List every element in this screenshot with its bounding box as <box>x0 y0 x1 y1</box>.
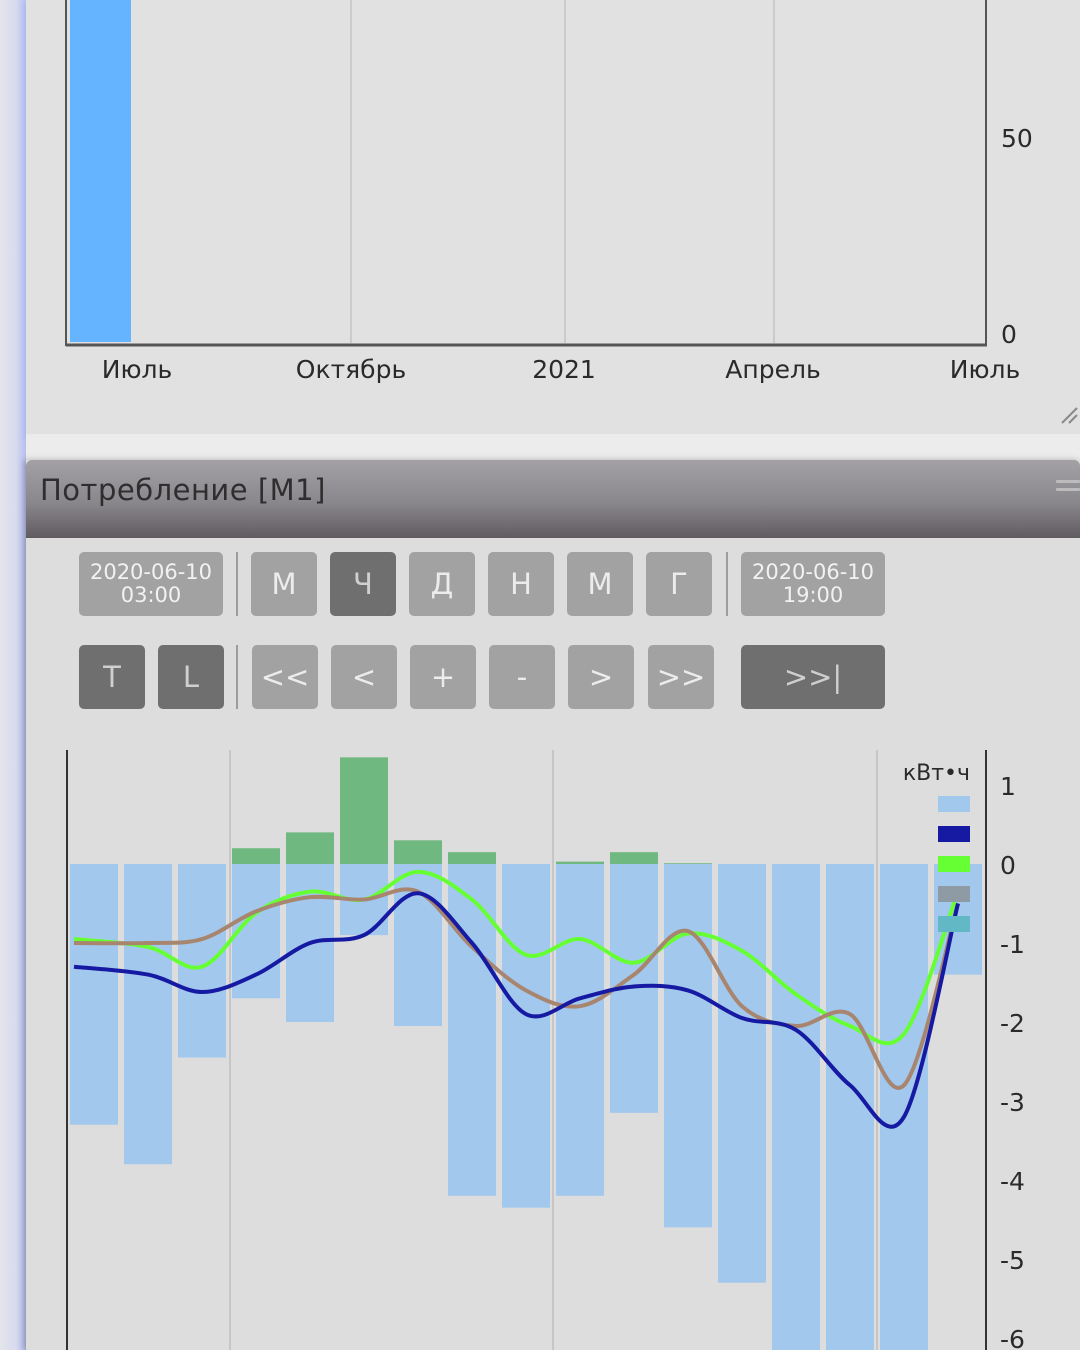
consumption-bar <box>448 864 496 1196</box>
start-time-label: 03:00 <box>120 583 182 607</box>
resize-grip-icon[interactable] <box>1060 406 1078 424</box>
unit-label: кВт•ч <box>903 761 970 786</box>
last-button[interactable]: >> <box>648 645 714 709</box>
consumption-bar <box>178 864 226 1058</box>
mode-t-button[interactable]: T <box>79 645 145 709</box>
mode-l-button[interactable]: L <box>158 645 224 709</box>
legend-swatch <box>938 856 970 872</box>
series-line <box>73 891 960 1129</box>
series-line <box>73 869 960 1046</box>
consumption-panel: Потребление [М1] 2020-06-10 03:00 М Ч Д … <box>26 460 1080 1350</box>
y-tick-label: 1 <box>1000 772 1016 801</box>
legend-swatch <box>938 916 970 932</box>
latest-button[interactable]: >>| <box>741 645 885 709</box>
history-x-tick: 2021 <box>532 355 596 384</box>
panel-header: Потребление [М1] <box>26 460 1080 538</box>
history-x-tick: Апрель <box>725 355 820 384</box>
production-bar <box>340 757 388 864</box>
production-bar <box>556 861 604 864</box>
legend-swatch <box>938 886 970 902</box>
consumption-bar <box>772 864 820 1350</box>
history-bar <box>70 0 131 342</box>
panel-gap <box>26 434 1080 460</box>
menu-icon[interactable] <box>1056 480 1080 500</box>
history-x-tick: Июль <box>950 355 1020 384</box>
production-bar <box>286 832 334 864</box>
y-tick-label: -1 <box>1000 930 1025 959</box>
y-tick-label: 0 <box>1000 851 1016 880</box>
end-time-label: 19:00 <box>782 583 844 607</box>
next-button[interactable]: > <box>568 645 634 709</box>
history-x-tick: Октябрь <box>296 355 406 384</box>
end-date-label: 2020-06-10 <box>751 560 875 584</box>
panel-title: Потребление [М1] <box>40 473 326 507</box>
period-day-button[interactable]: Д <box>409 552 475 616</box>
consumption-bar <box>718 864 766 1283</box>
y-tick-label: -2 <box>1000 1009 1025 1038</box>
zoom-in-button[interactable]: + <box>410 645 476 709</box>
history-chart: 50 0 Июль Октябрь 2021 Апрель Июль <box>65 0 1033 384</box>
production-bar <box>394 840 442 864</box>
history-y-tick: 50 <box>1001 124 1033 153</box>
zoom-out-button[interactable]: - <box>489 645 555 709</box>
consumption-chart: 1 0 -1 -2 -3 -4 -5 -6 кВт•ч <box>66 750 1025 1350</box>
y-tick-label: -5 <box>1000 1246 1025 1275</box>
y-tick-label: -6 <box>1000 1325 1025 1350</box>
end-date-button[interactable]: 2020-06-10 19:00 <box>741 552 885 616</box>
divider <box>236 645 238 709</box>
history-y-tick: 0 <box>1001 320 1017 349</box>
period-minute-button[interactable]: М <box>251 552 317 616</box>
consumption-bar <box>664 864 712 1228</box>
period-week-button[interactable]: Н <box>488 552 554 616</box>
period-month-button[interactable]: М <box>567 552 633 616</box>
first-button[interactable]: << <box>252 645 318 709</box>
production-bar <box>664 863 712 864</box>
legend-swatch <box>938 796 970 812</box>
divider <box>726 552 728 616</box>
y-tick-label: -4 <box>1000 1167 1025 1196</box>
period-hour-button[interactable]: Ч <box>330 552 396 616</box>
history-x-tick: Июль <box>102 355 172 384</box>
production-bar <box>232 848 280 864</box>
previous-button[interactable]: < <box>331 645 397 709</box>
consumption-bar <box>70 864 118 1125</box>
consumption-bar <box>124 864 172 1165</box>
start-date-label: 2020-06-10 <box>89 560 213 584</box>
production-bar <box>448 852 496 864</box>
y-tick-label: -3 <box>1000 1088 1025 1117</box>
energy-history-panel: 50 0 Июль Октябрь 2021 Апрель Июль <box>26 0 1080 434</box>
start-date-button[interactable]: 2020-06-10 03:00 <box>79 552 223 616</box>
window-edge-glow <box>0 0 26 1350</box>
consumption-bar <box>880 864 928 1350</box>
consumption-bar <box>556 864 604 1196</box>
period-year-button[interactable]: Г <box>646 552 712 616</box>
divider <box>236 552 238 616</box>
legend-swatch <box>938 826 970 842</box>
consumption-bar <box>502 864 550 1208</box>
production-bar <box>610 852 658 864</box>
